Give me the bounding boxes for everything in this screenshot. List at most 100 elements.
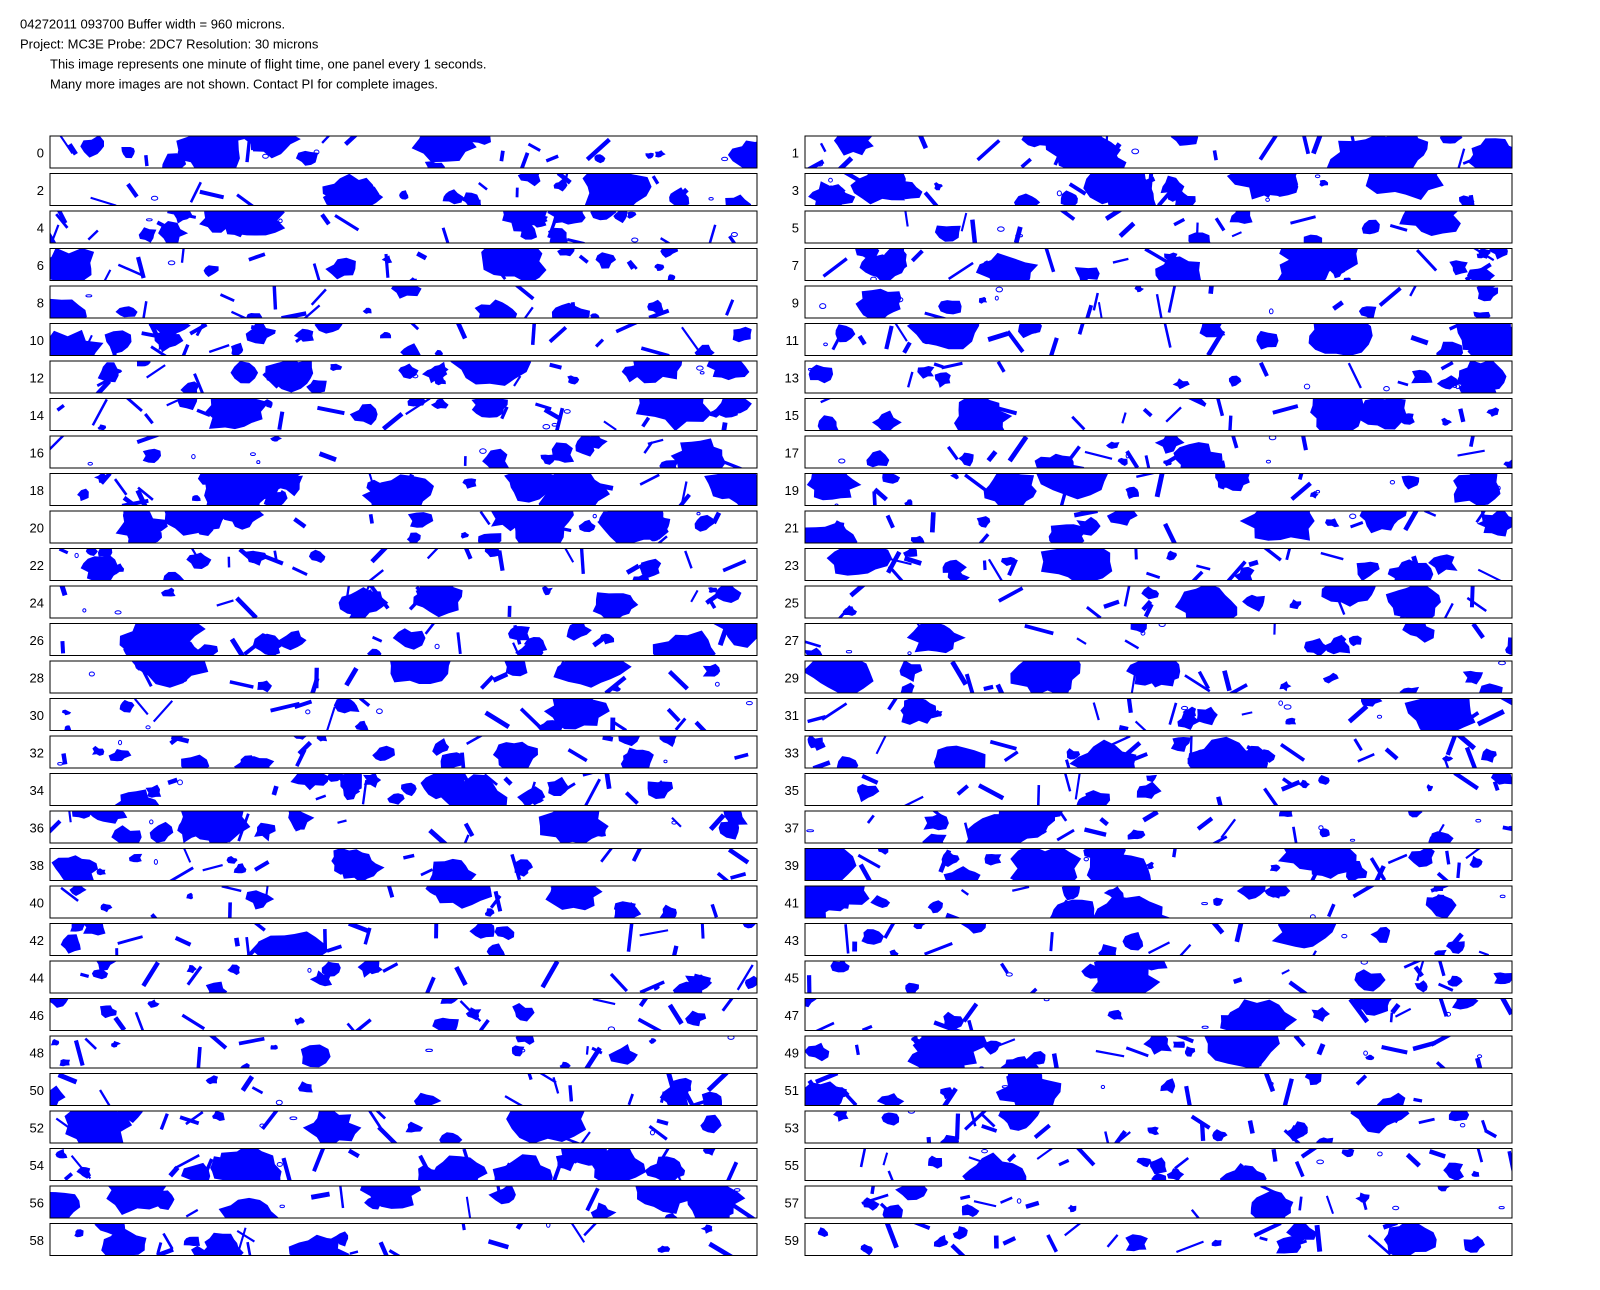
needle-particle xyxy=(901,795,924,806)
needle-particle xyxy=(1073,1148,1096,1167)
needle-particle xyxy=(90,196,117,206)
panel-label: 36 xyxy=(30,820,44,835)
panel-label: 15 xyxy=(785,408,799,423)
needle-particle xyxy=(426,548,446,560)
needle-particle xyxy=(552,1077,560,1094)
blob-particle xyxy=(578,519,596,533)
blob-particle xyxy=(551,442,575,463)
needle-particle xyxy=(926,1136,932,1143)
blob-particle xyxy=(899,661,923,682)
needle-particle xyxy=(1343,332,1371,344)
panel-label: 44 xyxy=(30,970,44,985)
blob-particle xyxy=(100,903,113,913)
blob-particle xyxy=(230,361,259,384)
aggregate-particle xyxy=(492,1154,553,1181)
panel-label: 45 xyxy=(785,970,799,985)
blob-particle xyxy=(1476,286,1499,302)
blob-particle xyxy=(55,1149,68,1159)
needle-particle xyxy=(463,822,475,838)
needle-particle xyxy=(1390,1002,1401,1015)
needle-particle xyxy=(602,773,612,790)
needle-particle xyxy=(1184,1085,1194,1106)
needle-particle xyxy=(1092,292,1099,311)
needle-particle xyxy=(347,1148,360,1159)
aggregate-particle xyxy=(506,1111,587,1143)
needle-particle xyxy=(819,142,827,153)
panel-frame xyxy=(49,210,758,244)
needle-particle xyxy=(1163,522,1179,543)
blob-particle xyxy=(655,150,666,158)
blob-particle xyxy=(70,923,86,932)
blob-particle xyxy=(96,868,106,876)
needle-particle xyxy=(1025,1200,1040,1209)
needle-particle xyxy=(1397,609,1408,618)
needle-particle xyxy=(1214,217,1226,232)
aggregate-particle xyxy=(450,361,532,386)
panel-label: 58 xyxy=(30,1233,44,1248)
blob-particle xyxy=(162,571,185,581)
needle-particle xyxy=(150,913,159,918)
needle-particle xyxy=(547,217,558,239)
needle-particle xyxy=(710,903,719,918)
panel-frame xyxy=(49,960,758,994)
panel-label: 55 xyxy=(785,1158,799,1173)
needle-particle xyxy=(960,1194,971,1201)
blob-particle xyxy=(314,323,343,334)
blob-particle xyxy=(1433,705,1441,713)
aggregate-particle xyxy=(50,248,95,281)
small-particle xyxy=(191,454,196,460)
needle-particle xyxy=(1055,665,1060,683)
needle-particle xyxy=(281,311,307,318)
small-particle xyxy=(1318,825,1324,831)
panel-label: 29 xyxy=(785,670,799,685)
blob-particle xyxy=(326,773,343,782)
needle-particle xyxy=(400,473,415,500)
blob-particle xyxy=(940,1087,953,1100)
aggregate-particle xyxy=(1090,961,1161,993)
needle-particle xyxy=(1355,1074,1368,1086)
small-particle xyxy=(276,1161,283,1167)
needle-particle xyxy=(1410,334,1429,346)
blob-particle xyxy=(150,1190,175,1210)
panel-frame xyxy=(49,885,758,919)
panel-label: 12 xyxy=(30,370,44,385)
panel-frame xyxy=(804,360,1513,394)
aggregate-particle xyxy=(1279,248,1358,277)
blob-particle xyxy=(855,248,880,261)
needle-particle xyxy=(666,707,681,723)
needle-particle xyxy=(459,1000,482,1022)
blob-particle xyxy=(594,154,606,164)
panel-label: 33 xyxy=(785,745,799,760)
needle-particle xyxy=(1234,923,1244,943)
needle-particle xyxy=(1347,704,1369,724)
blob-particle xyxy=(72,811,92,819)
panel-frame xyxy=(49,1035,758,1069)
blob-particle xyxy=(407,398,426,407)
blob-particle xyxy=(1399,686,1420,693)
panel-frame xyxy=(804,960,1513,994)
blob-particle xyxy=(1370,926,1391,943)
needle-particle xyxy=(297,740,313,756)
needle-particle xyxy=(1228,436,1239,449)
needle-particle xyxy=(1411,555,1424,581)
needle-particle xyxy=(924,311,953,318)
needle-particle xyxy=(592,998,616,1006)
small-particle xyxy=(1158,623,1166,627)
needle-particle xyxy=(368,513,374,524)
small-particle xyxy=(907,651,912,656)
needle-particle xyxy=(637,1017,665,1031)
needle-particle xyxy=(1125,450,1140,468)
blob-particle xyxy=(1408,848,1435,868)
small-particle xyxy=(1476,1054,1483,1059)
panel-label: 7 xyxy=(792,258,799,273)
needle-particle xyxy=(321,136,331,144)
small-particle xyxy=(550,886,557,890)
needle-particle xyxy=(883,923,901,939)
panel-frame xyxy=(804,735,1513,769)
needle-particle xyxy=(700,923,705,939)
blob-particle xyxy=(469,923,495,939)
particle-panel xyxy=(805,1073,1423,1106)
needle-particle xyxy=(639,929,669,937)
needle-particle xyxy=(1069,445,1081,460)
needle-particle xyxy=(1316,1043,1326,1056)
